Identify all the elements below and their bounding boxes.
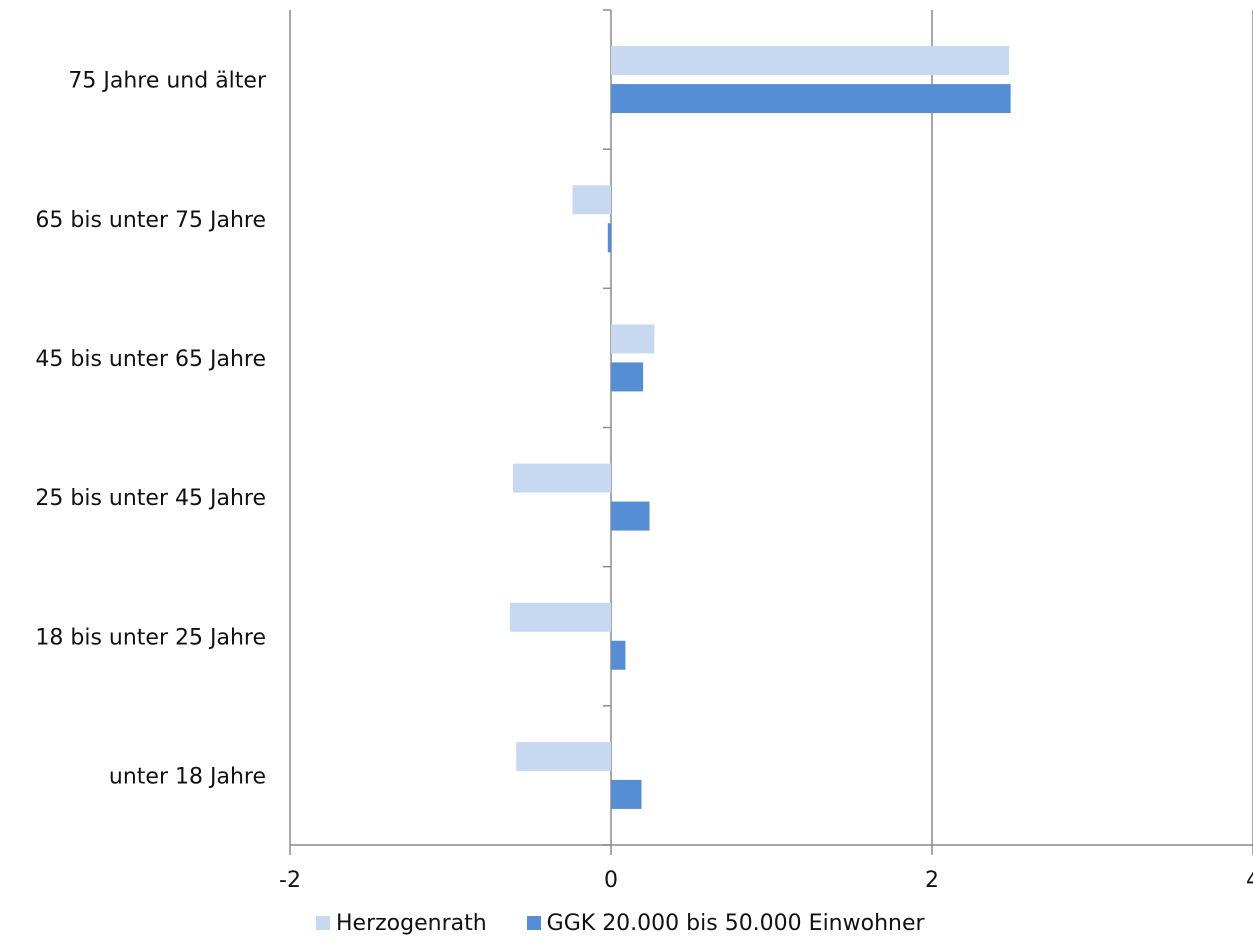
- bar-ggk: [611, 779, 642, 809]
- bar-herzogenrath: [611, 324, 655, 354]
- category-label: 25 bis unter 45 Jahre: [35, 486, 266, 511]
- bar-herzogenrath: [572, 185, 611, 215]
- bar-herzogenrath: [611, 46, 1010, 76]
- x-tick-label: 2: [925, 868, 939, 893]
- legend-label-ggk: GGK 20.000 bis 50.000 Einwohner: [546, 910, 925, 936]
- legend-label-herzogenrath: Herzogenrath: [336, 910, 487, 936]
- legend-swatch-herzogenrath: [316, 916, 330, 930]
- x-tick-label: 4: [1246, 868, 1253, 893]
- category-label: 18 bis unter 25 Jahre: [35, 625, 266, 650]
- legend: Herzogenrath GGK 20.000 bis 50.000 Einwo…: [316, 905, 925, 941]
- bar-ggk: [611, 362, 644, 392]
- bar-herzogenrath: [513, 463, 611, 493]
- bar-herzogenrath: [516, 741, 611, 771]
- bar-herzogenrath: [509, 602, 611, 632]
- x-tick-label: 0: [604, 868, 618, 893]
- x-tick-label: -2: [279, 868, 301, 893]
- category-label: 75 Jahre und älter: [68, 69, 267, 94]
- category-label: 45 bis unter 65 Jahre: [35, 347, 266, 372]
- bar-ggk: [611, 640, 626, 670]
- category-label: unter 18 Jahre: [109, 764, 266, 789]
- legend-swatch-ggk: [526, 916, 541, 930]
- category-label: 65 bis unter 75 Jahre: [35, 208, 266, 233]
- bar-ggk: [611, 501, 650, 531]
- bar-ggk: [611, 84, 1011, 114]
- legend-item-herzogenrath: Herzogenrath: [316, 911, 487, 936]
- bar-ggk: [607, 223, 611, 253]
- legend-item-ggk: GGK 20.000 bis 50.000 Einwohner: [526, 910, 925, 936]
